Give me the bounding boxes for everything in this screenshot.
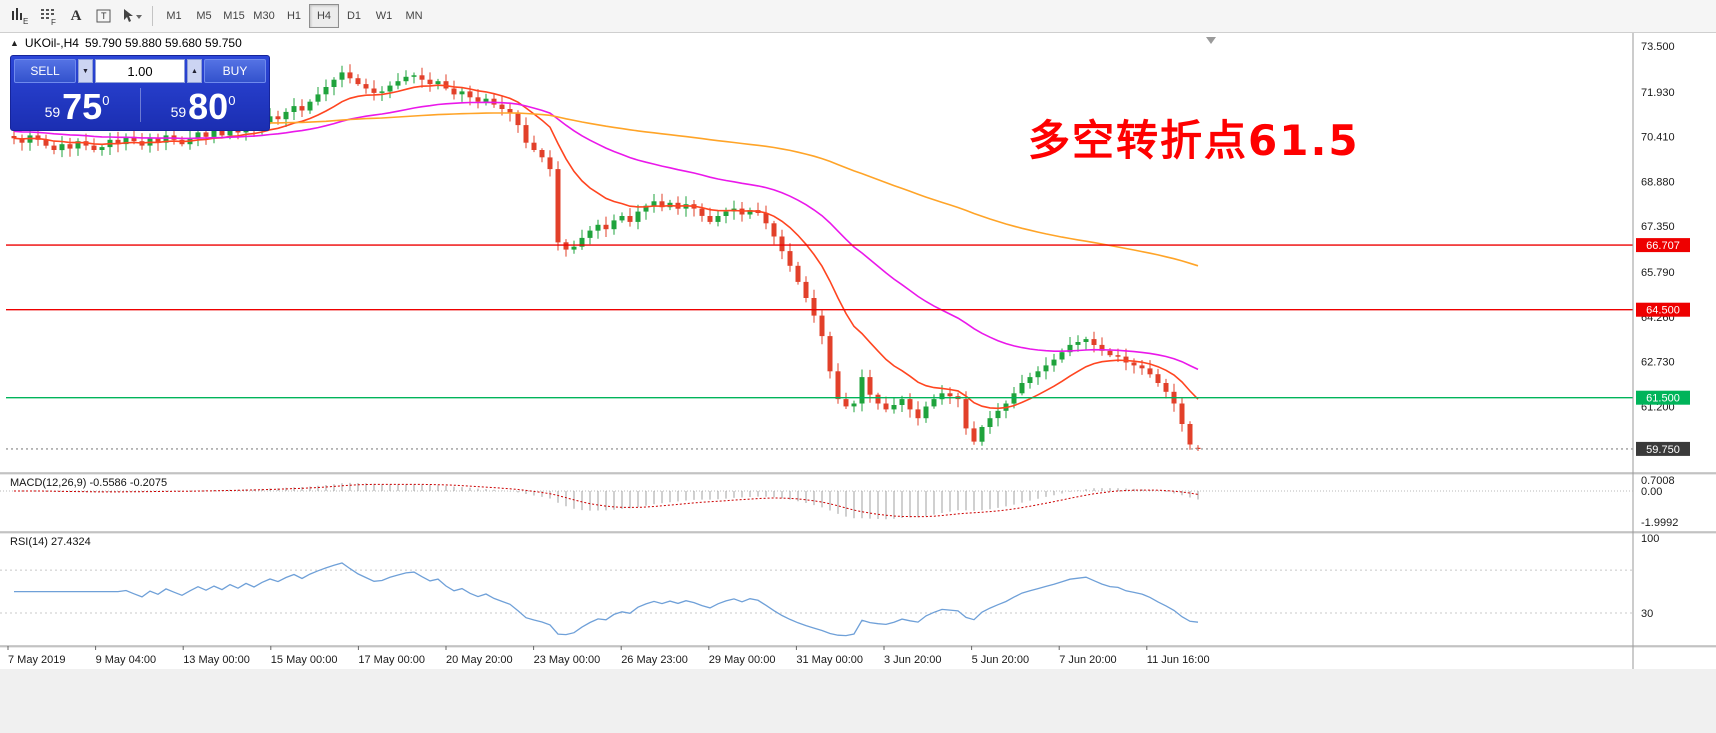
macd-indicator-label: MACD(12,26,9) -0.5586 -0.2075: [10, 477, 167, 489]
buy-price-small: 59: [170, 104, 187, 120]
price-axis-label: 67.350: [1641, 221, 1675, 233]
time-axis-label: 11 Jun 16:00: [1147, 654, 1210, 666]
price-badge-text: 66.707: [1646, 240, 1680, 252]
time-axis-label: 23 May 00:00: [534, 654, 601, 666]
time-axis-label: 13 May 00:00: [183, 654, 250, 666]
symbol-period-label: UKOil-,H4: [24, 36, 79, 50]
rsi-axis-label: 100: [1641, 533, 1659, 545]
rsi-indicator-label: RSI(14) 27.4324: [10, 536, 91, 548]
letter-a-glyph: A: [70, 7, 82, 24]
tf-button-h1[interactable]: H1: [286, 10, 302, 22]
time-axis-label: 9 May 04:00: [96, 654, 157, 666]
candlestick-glyph: E: [12, 8, 28, 26]
chart-shift-marker-icon: [1206, 37, 1216, 44]
sell-price-small: 59: [44, 104, 61, 120]
tf-button-d1[interactable]: D1: [346, 10, 362, 22]
price-axis-label: 71.930: [1641, 87, 1675, 99]
time-axis-label: 20 May 20:00: [446, 654, 513, 666]
rsi-line: [14, 562, 1199, 637]
timeframe-group: M1 M5 M15 M30 H1 H4 D1 W1 MN: [159, 4, 429, 28]
tf-button-m15[interactable]: M15: [223, 10, 245, 22]
volume-decrease-button[interactable]: ▼: [78, 59, 93, 83]
price-axis-label: 70.410: [1641, 132, 1675, 144]
sell-button[interactable]: SELL: [14, 59, 76, 83]
cursor-dropdown-icon[interactable]: [118, 3, 146, 29]
macd-histogram: [21, 482, 1199, 520]
grid-icon[interactable]: F: [34, 3, 62, 29]
ohlc-readout: 59.790 59.880 59.680 59.750: [84, 36, 242, 50]
text-tool-icon[interactable]: A: [62, 3, 90, 29]
toolbar-separator: [152, 6, 153, 26]
tf-button-w1[interactable]: W1: [375, 10, 393, 22]
macd-signal-line: [14, 483, 1199, 518]
chart-window: 73.500 71.930 70.410 68.880 67.350 65.790 64.2…: [0, 33, 1716, 733]
price-divider: [140, 88, 141, 122]
chart-canvas[interactable]: 73.50071.93070.41068.88067.35065.79064.2…: [0, 33, 1716, 733]
price-badge-61.500: [1636, 390, 1690, 405]
quote-bar: ▲ UKOil-,H4 59.790 59.880 59.680 59.750: [10, 36, 242, 50]
grid-glyph: F: [41, 9, 56, 26]
cursor-glyph: [124, 9, 142, 22]
ma-mid-line: [13, 101, 1199, 371]
time-axis-label: 5 Jun 20:00: [972, 654, 1030, 666]
macd-axis-label: -1.9992: [1641, 517, 1678, 529]
candles-layer: [11, 64, 1201, 451]
time-axis-label: 7 Jun 20:00: [1059, 654, 1117, 666]
price-badge-64.500: [1636, 302, 1690, 317]
svg-text:T: T: [101, 11, 107, 21]
volume-input[interactable]: [95, 59, 185, 83]
sell-price-big: 75: [62, 86, 103, 127]
time-axis-label: 7 May 2019: [8, 654, 65, 666]
price-axis-label: 73.500: [1641, 41, 1675, 53]
svg-text:F: F: [51, 18, 56, 26]
macd-values: -0.5586 -0.2075: [89, 477, 168, 489]
price-badge-text: 61.500: [1646, 393, 1680, 405]
one-click-collapse-icon[interactable]: ▲: [10, 38, 19, 48]
time-axis-label: 26 May 23:00: [621, 654, 688, 666]
time-axis-label: 3 Jun 20:00: [884, 654, 942, 666]
buy-button[interactable]: BUY: [204, 59, 266, 83]
time-axis-label: 31 May 00:00: [796, 654, 863, 666]
price-badge-66.707: [1636, 238, 1690, 253]
price-badge-59.750: [1636, 441, 1690, 456]
text-label-tool-icon[interactable]: T: [90, 3, 118, 29]
chart-annotation-text: 多空转折点61.5: [1028, 116, 1360, 165]
buy-price-display[interactable]: 59 80 0: [140, 83, 266, 127]
tf-button-h4[interactable]: H4: [309, 4, 339, 28]
tf-button-mn[interactable]: MN: [405, 10, 423, 22]
price-badge-text: 59.750: [1646, 444, 1680, 456]
price-badge-text: 64.500: [1646, 305, 1680, 317]
chart-mode-icon[interactable]: E: [6, 3, 34, 29]
macd-name: MACD(12,26,9): [10, 477, 87, 489]
tf-button-m30[interactable]: M30: [253, 10, 275, 22]
tf-button-m1[interactable]: M1: [166, 10, 182, 22]
buy-price-sup: 0: [228, 93, 236, 108]
price-axis-label: 65.790: [1641, 267, 1675, 279]
sell-price-sup: 0: [102, 93, 110, 108]
time-axis-label: 29 May 00:00: [709, 654, 776, 666]
sell-price-display[interactable]: 59 75 0: [14, 83, 140, 127]
time-axis-label: 17 May 00:00: [358, 654, 425, 666]
rsi-axis-label: 30: [1641, 608, 1653, 620]
time-axis-label: 15 May 00:00: [271, 654, 338, 666]
price-axis-label: 62.730: [1641, 357, 1675, 369]
macd-axis-label: 0.00: [1641, 486, 1662, 498]
macd-axis-label: 0.7008: [1641, 475, 1675, 487]
buy-price-big: 80: [188, 86, 229, 127]
top-toolbar: E F A T M1 M5 M15 M30 H1 H4 D1 W1 MN: [0, 0, 1716, 33]
rsi-name: RSI(14): [10, 536, 48, 548]
boxed-t-glyph: T: [96, 9, 111, 23]
rsi-value: 27.4324: [50, 536, 91, 548]
tf-button-m5[interactable]: M5: [196, 10, 212, 22]
svg-text:E: E: [23, 17, 28, 26]
volume-increase-button[interactable]: ▲: [187, 59, 202, 83]
one-click-trading-panel: SELL ▼ ▲ BUY 59 75 0 59 80 0: [10, 55, 270, 131]
price-axis-label: 68.880: [1641, 176, 1675, 188]
